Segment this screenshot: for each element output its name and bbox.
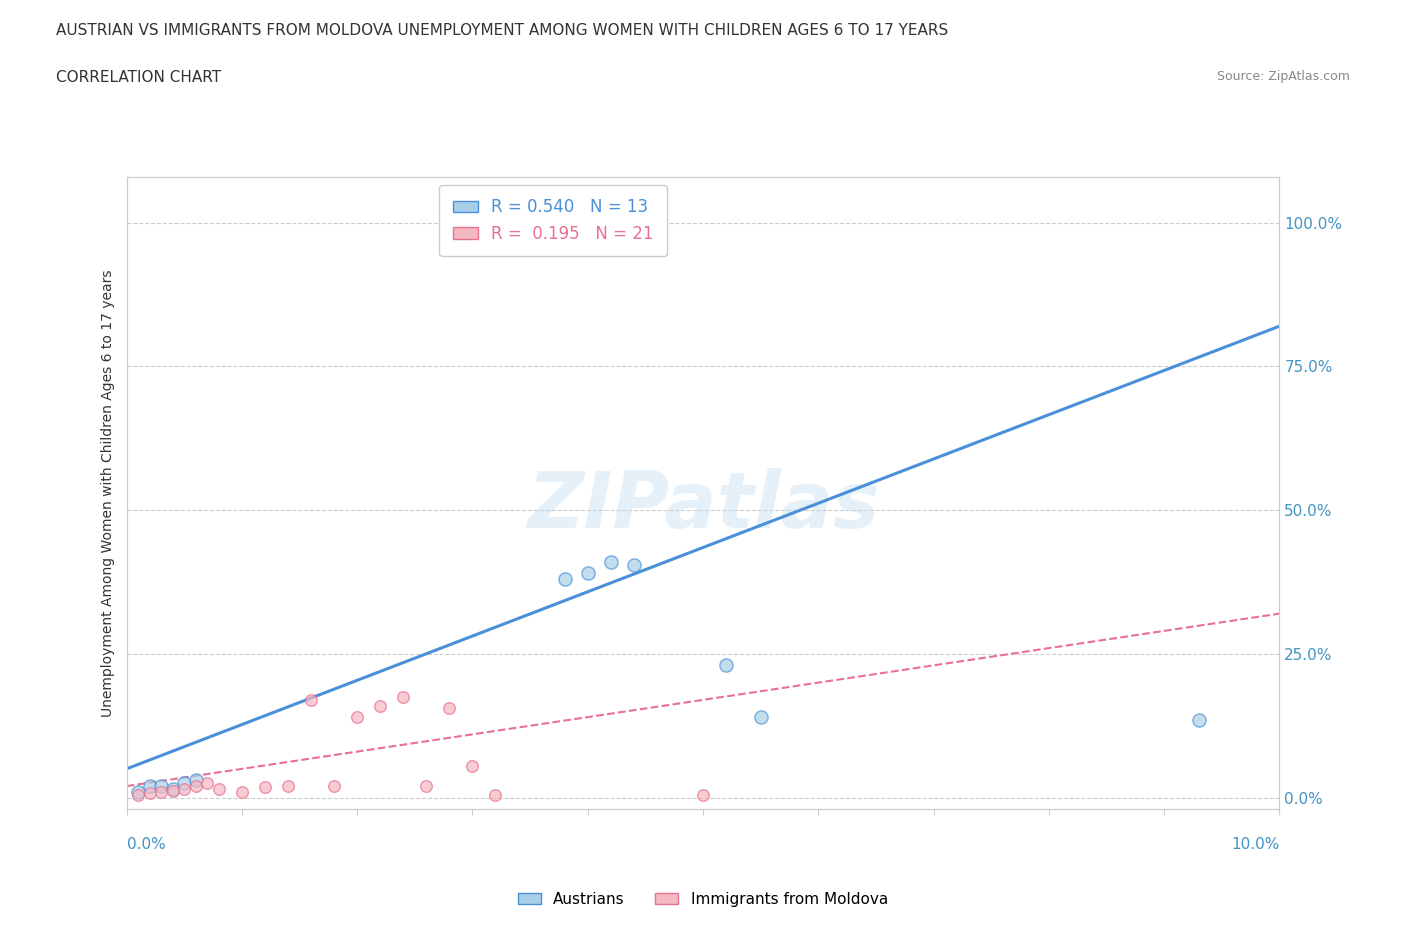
Point (346, 710, 368, 724)
Point (554, 572, 576, 587)
Point (173, 776, 195, 790)
Legend: Austrians, Immigrants from Moldova: Austrians, Immigrants from Moldova (512, 886, 894, 913)
Point (576, 566, 599, 581)
Point (714, 658, 737, 672)
Point (277, 778, 299, 793)
Point (439, 701, 461, 716)
Point (127, 788, 149, 803)
Point (184, 773, 207, 788)
Point (749, 710, 772, 724)
Point (150, 778, 173, 793)
Text: Source: ZipAtlas.com: Source: ZipAtlas.com (1216, 70, 1350, 83)
Point (1188, 712, 1211, 727)
Point (127, 784, 149, 799)
Y-axis label: Unemployment Among Women with Children Ages 6 to 17 years: Unemployment Among Women with Children A… (101, 269, 115, 717)
Point (184, 778, 207, 793)
Point (138, 786, 160, 801)
Point (253, 780, 276, 795)
Point (484, 788, 506, 803)
Point (150, 784, 173, 799)
Point (599, 554, 621, 569)
Point (208, 781, 231, 796)
Legend: R = 0.540   N = 13, R =  0.195   N = 21: R = 0.540 N = 13, R = 0.195 N = 21 (439, 185, 666, 256)
Point (162, 783, 184, 798)
Point (392, 689, 415, 704)
Point (299, 693, 322, 708)
Text: ZIPatlas: ZIPatlas (527, 468, 879, 543)
Point (623, 557, 645, 572)
Text: CORRELATION CHART: CORRELATION CHART (56, 70, 221, 85)
Text: AUSTRIAN VS IMMIGRANTS FROM MOLDOVA UNEMPLOYMENT AMONG WOMEN WITH CHILDREN AGES : AUSTRIAN VS IMMIGRANTS FROM MOLDOVA UNEM… (56, 23, 949, 38)
Point (415, 778, 437, 793)
Point (195, 776, 218, 790)
Text: 0.0%: 0.0% (127, 837, 166, 852)
Point (692, 788, 714, 803)
Point (461, 759, 484, 774)
Point (323, 778, 346, 793)
Point (231, 784, 253, 799)
Point (138, 778, 160, 793)
Point (173, 781, 195, 796)
Point (368, 698, 391, 713)
Text: 10.0%: 10.0% (1232, 837, 1279, 852)
Point (162, 781, 184, 796)
